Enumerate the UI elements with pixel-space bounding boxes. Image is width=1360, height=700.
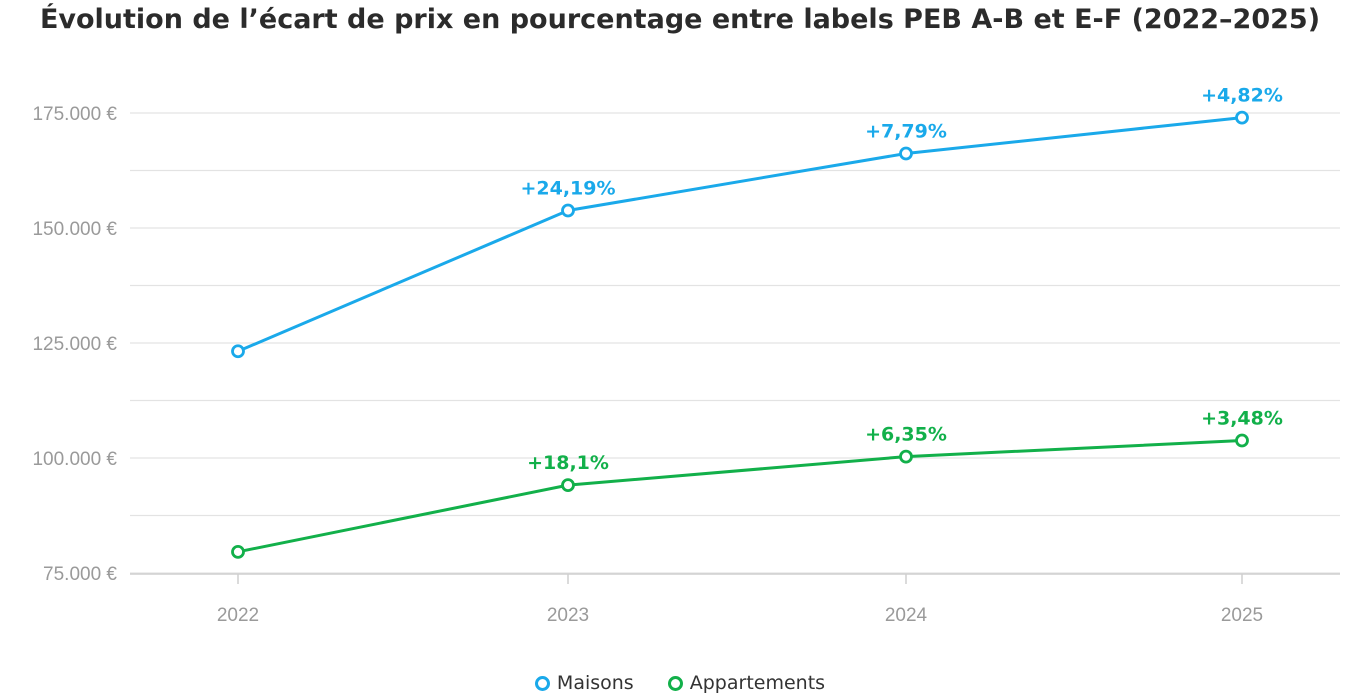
data-point (1235, 433, 1249, 448)
legend-marker-appartements-icon (667, 675, 683, 691)
data-label: +24,19% (520, 178, 615, 200)
x-tick-label: 2025 (1221, 605, 1263, 626)
legend-marker-maisons-icon (534, 675, 550, 691)
data-point (899, 449, 913, 464)
data-point (231, 344, 245, 359)
legend-item-maisons[interactable]: Maisons (534, 672, 634, 694)
data-point (899, 146, 913, 161)
data-point (561, 478, 575, 493)
x-tick-label: 2023 (547, 605, 589, 626)
y-tick-label: 150.000 € (32, 219, 117, 240)
y-tick-label: 125.000 € (32, 334, 117, 355)
line-chart: 75.000 € 100.000 € 125.000 € 150.000 € 175.0… (32, 85, 1340, 626)
data-point (231, 544, 245, 559)
data-label: +18,1% (527, 452, 609, 474)
y-tick-label: 75.000 € (43, 564, 117, 585)
legend-label-appartements: Appartements (689, 672, 826, 694)
data-label: +4,82% (1201, 85, 1283, 107)
series-line-maisons (237, 116, 1243, 353)
x-tick-label: 2024 (885, 605, 928, 626)
series-line-appartements (237, 439, 1243, 554)
x-tick-label: 2022 (217, 605, 259, 626)
y-tick-label: 175.000 € (32, 104, 117, 125)
data-point (1235, 110, 1249, 125)
legend: Maisons Appartements (0, 672, 1360, 696)
data-point (561, 203, 575, 218)
data-label: +7,79% (865, 120, 947, 142)
legend-item-appartements[interactable]: Appartements (667, 672, 826, 694)
data-label: +6,35% (865, 424, 947, 446)
y-tick-label: 100.000 € (32, 449, 117, 470)
legend-label-maisons: Maisons (556, 672, 634, 694)
chart-title: Évolution de l’écart de prix en pourcent… (39, 4, 1321, 35)
data-label: +3,48% (1201, 408, 1283, 430)
